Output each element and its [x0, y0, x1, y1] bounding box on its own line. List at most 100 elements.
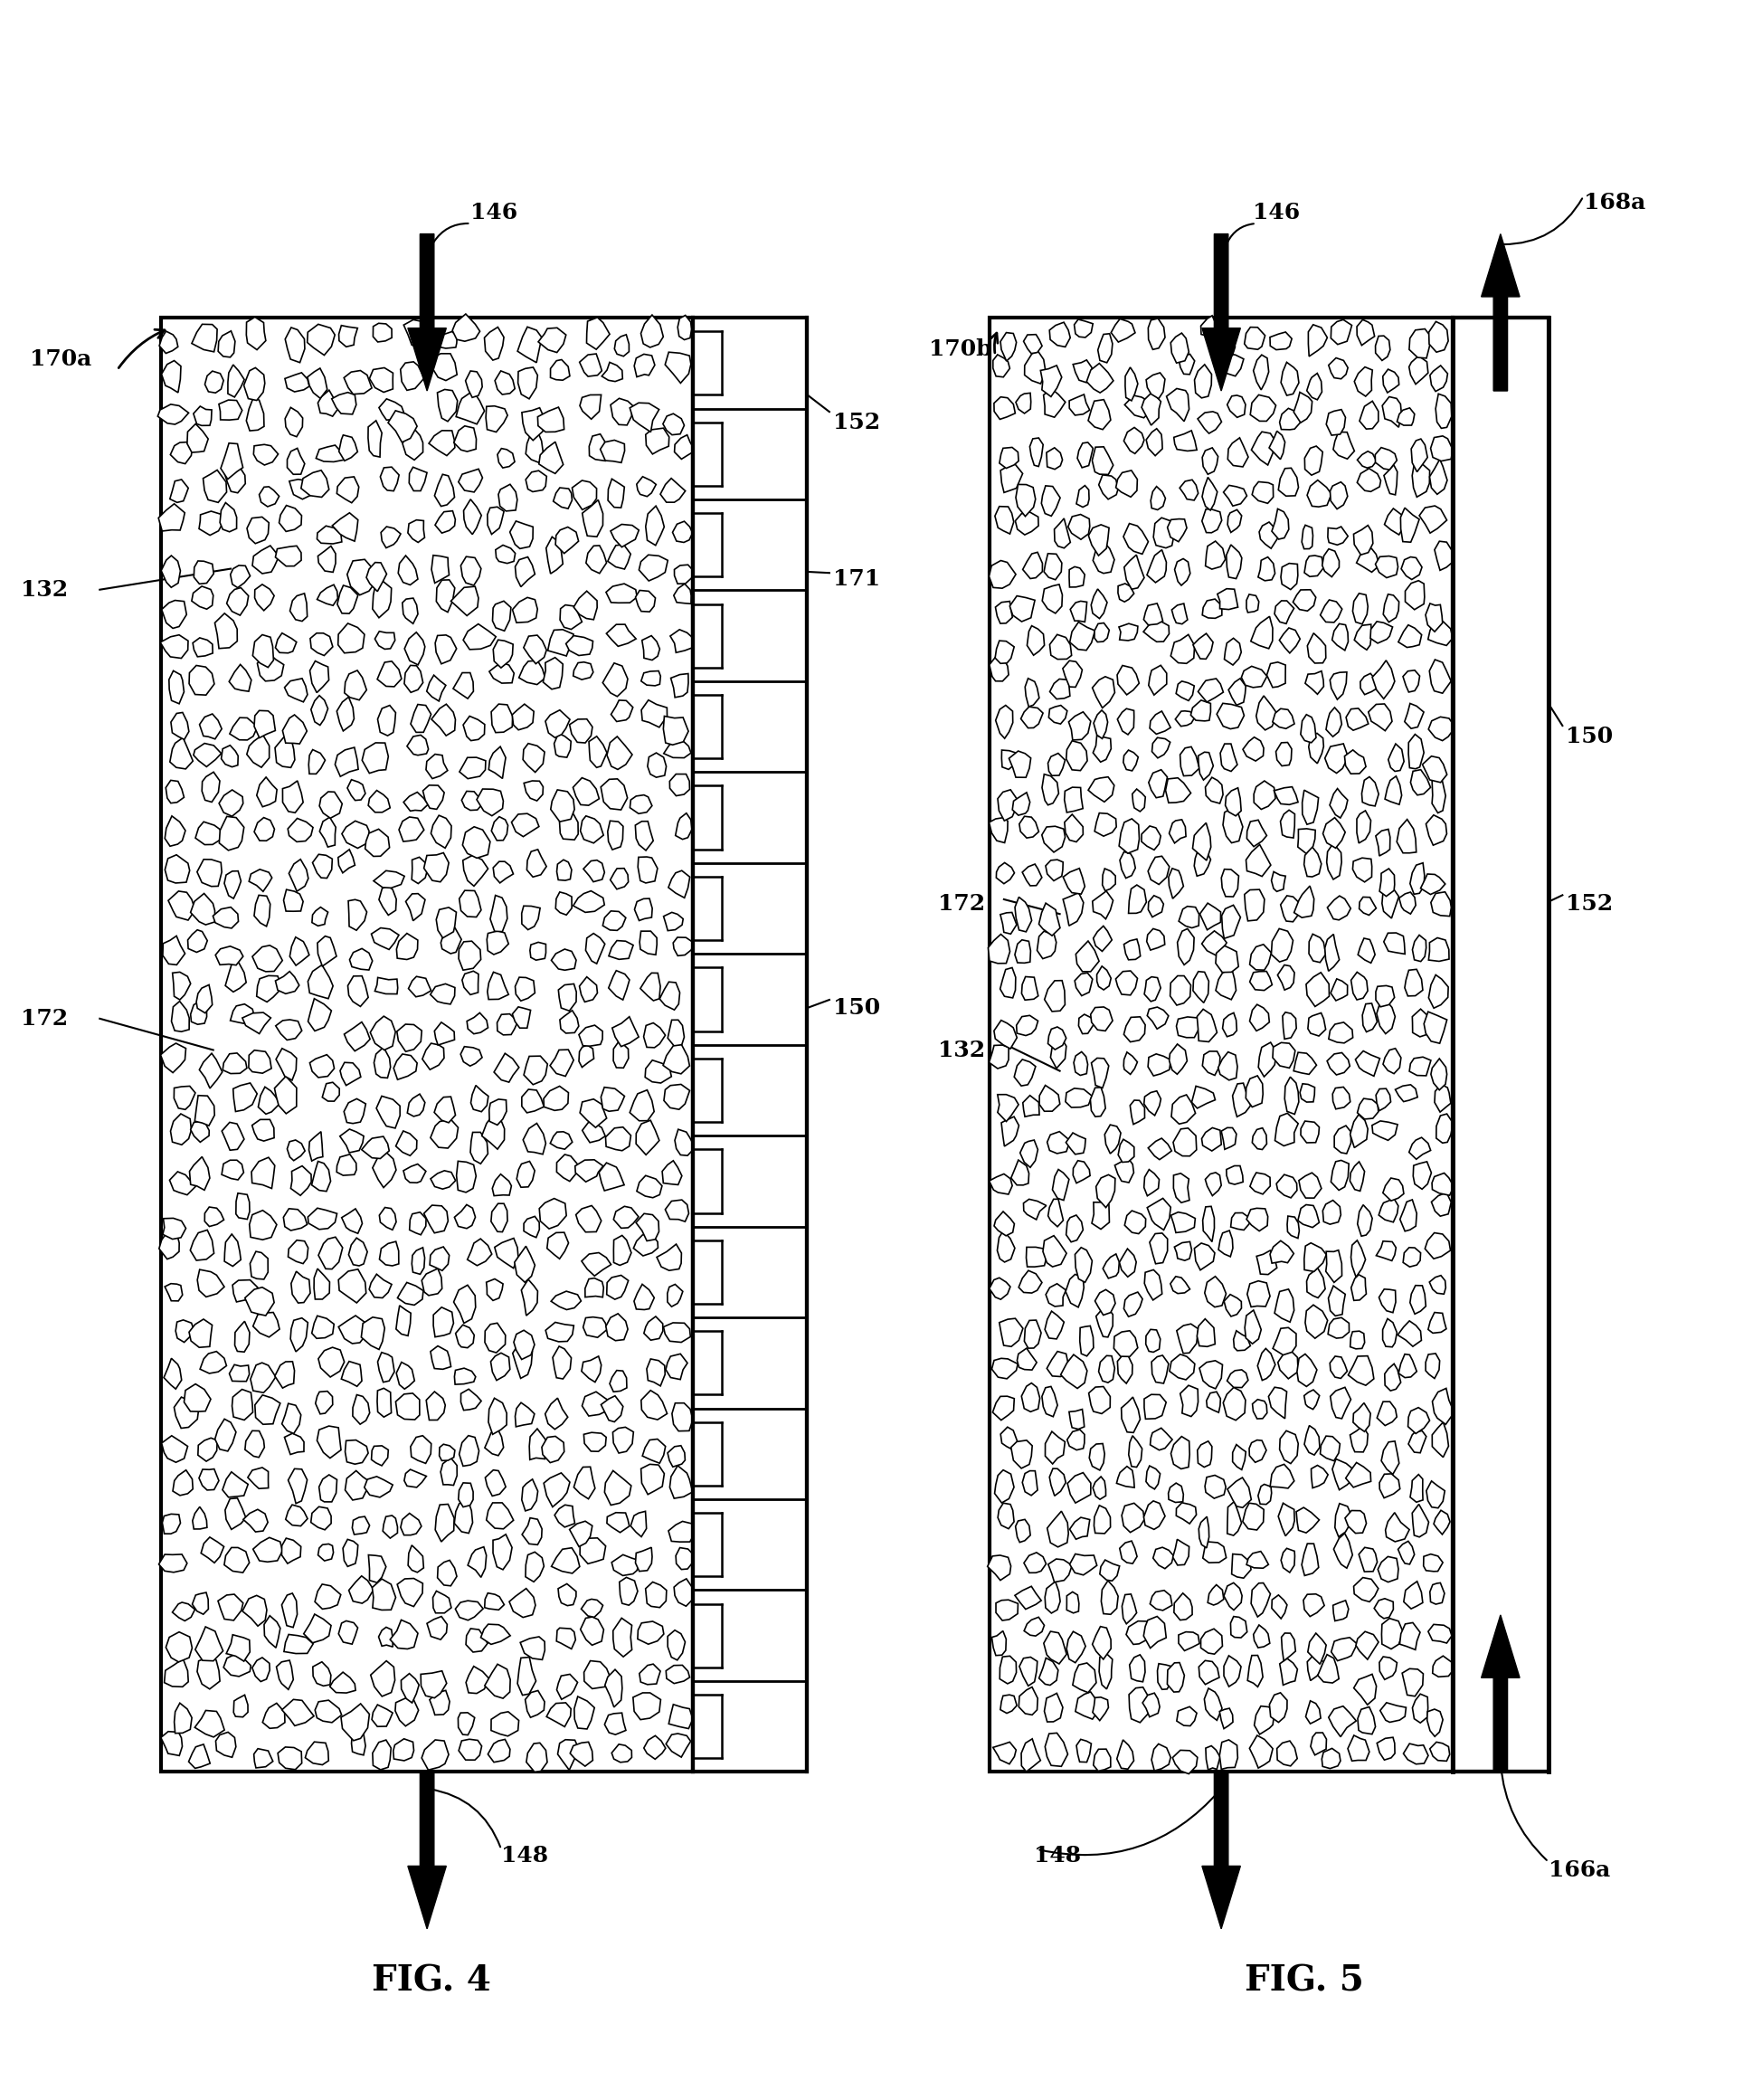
- Polygon shape: [396, 1025, 422, 1052]
- Polygon shape: [489, 748, 505, 779]
- Polygon shape: [393, 1739, 414, 1760]
- Polygon shape: [247, 735, 270, 766]
- Polygon shape: [496, 546, 515, 563]
- Polygon shape: [524, 781, 543, 800]
- Polygon shape: [1066, 1216, 1083, 1241]
- Polygon shape: [643, 1317, 663, 1340]
- Polygon shape: [337, 697, 354, 731]
- Polygon shape: [578, 1046, 594, 1067]
- Polygon shape: [1175, 1241, 1192, 1260]
- Polygon shape: [1192, 823, 1211, 861]
- Polygon shape: [640, 972, 661, 1002]
- Polygon shape: [1227, 1369, 1248, 1388]
- Polygon shape: [170, 1172, 196, 1195]
- Polygon shape: [289, 937, 309, 966]
- Polygon shape: [408, 233, 447, 391]
- Polygon shape: [1173, 1749, 1197, 1774]
- Polygon shape: [543, 1086, 568, 1111]
- Polygon shape: [1378, 1556, 1399, 1581]
- Polygon shape: [461, 1388, 482, 1411]
- Polygon shape: [1353, 1577, 1378, 1602]
- Polygon shape: [1329, 1023, 1353, 1044]
- Polygon shape: [170, 1113, 191, 1145]
- Polygon shape: [172, 1602, 195, 1621]
- Polygon shape: [1206, 542, 1225, 569]
- Polygon shape: [1122, 1504, 1145, 1533]
- Polygon shape: [645, 506, 664, 546]
- Polygon shape: [216, 1420, 237, 1451]
- Polygon shape: [1274, 601, 1294, 624]
- Polygon shape: [589, 435, 607, 460]
- Polygon shape: [559, 985, 577, 1010]
- Polygon shape: [1281, 361, 1299, 395]
- Polygon shape: [472, 1086, 489, 1111]
- Polygon shape: [1092, 542, 1115, 573]
- Polygon shape: [1271, 1464, 1294, 1489]
- Polygon shape: [200, 1352, 226, 1373]
- Polygon shape: [1304, 1390, 1320, 1409]
- Polygon shape: [256, 777, 277, 806]
- Polygon shape: [1017, 1016, 1038, 1035]
- Polygon shape: [275, 1077, 296, 1113]
- Polygon shape: [1199, 1361, 1222, 1388]
- Polygon shape: [550, 949, 577, 970]
- Polygon shape: [1094, 1749, 1111, 1770]
- Polygon shape: [387, 412, 417, 443]
- Polygon shape: [1381, 882, 1399, 918]
- Polygon shape: [1094, 624, 1110, 643]
- Polygon shape: [317, 1426, 342, 1457]
- Polygon shape: [1122, 1594, 1136, 1623]
- Polygon shape: [1353, 594, 1367, 624]
- Polygon shape: [223, 1472, 249, 1497]
- Polygon shape: [254, 710, 275, 737]
- Polygon shape: [1206, 1172, 1222, 1195]
- Polygon shape: [1197, 1441, 1211, 1468]
- Polygon shape: [1409, 1285, 1425, 1315]
- Polygon shape: [1360, 674, 1378, 695]
- Polygon shape: [1401, 557, 1422, 580]
- Polygon shape: [1087, 363, 1113, 393]
- Polygon shape: [1246, 1075, 1262, 1107]
- Polygon shape: [1404, 1581, 1423, 1609]
- Polygon shape: [1309, 733, 1324, 764]
- Polygon shape: [1250, 1004, 1269, 1031]
- Polygon shape: [1115, 970, 1138, 995]
- Polygon shape: [379, 1241, 398, 1266]
- Polygon shape: [259, 487, 279, 506]
- Polygon shape: [174, 1397, 200, 1428]
- Polygon shape: [1066, 1632, 1085, 1663]
- Polygon shape: [1117, 1739, 1134, 1768]
- Polygon shape: [582, 1121, 605, 1142]
- Polygon shape: [1429, 1275, 1446, 1294]
- Polygon shape: [512, 813, 538, 836]
- Polygon shape: [1332, 1600, 1348, 1621]
- Polygon shape: [1429, 321, 1448, 353]
- Polygon shape: [1308, 1634, 1327, 1663]
- Polygon shape: [344, 670, 366, 699]
- Polygon shape: [431, 815, 451, 848]
- Polygon shape: [1148, 319, 1166, 349]
- Polygon shape: [205, 372, 224, 393]
- Polygon shape: [1175, 430, 1197, 452]
- Polygon shape: [1241, 666, 1267, 687]
- Polygon shape: [489, 1399, 507, 1434]
- Polygon shape: [1306, 1304, 1327, 1338]
- Polygon shape: [1015, 941, 1031, 964]
- Polygon shape: [1355, 367, 1373, 397]
- Polygon shape: [1294, 886, 1315, 918]
- Polygon shape: [1171, 1094, 1196, 1124]
- Polygon shape: [405, 666, 422, 693]
- Polygon shape: [170, 479, 188, 502]
- Polygon shape: [1062, 662, 1082, 687]
- Text: FIG. 4: FIG. 4: [372, 1964, 491, 1999]
- Polygon shape: [317, 937, 337, 966]
- Polygon shape: [1408, 1430, 1427, 1453]
- Polygon shape: [578, 1025, 603, 1046]
- Polygon shape: [174, 1470, 193, 1495]
- Polygon shape: [312, 1317, 335, 1338]
- Polygon shape: [573, 890, 605, 911]
- Polygon shape: [1180, 355, 1194, 374]
- Polygon shape: [1117, 666, 1139, 695]
- Polygon shape: [1045, 1310, 1064, 1340]
- Polygon shape: [375, 632, 394, 649]
